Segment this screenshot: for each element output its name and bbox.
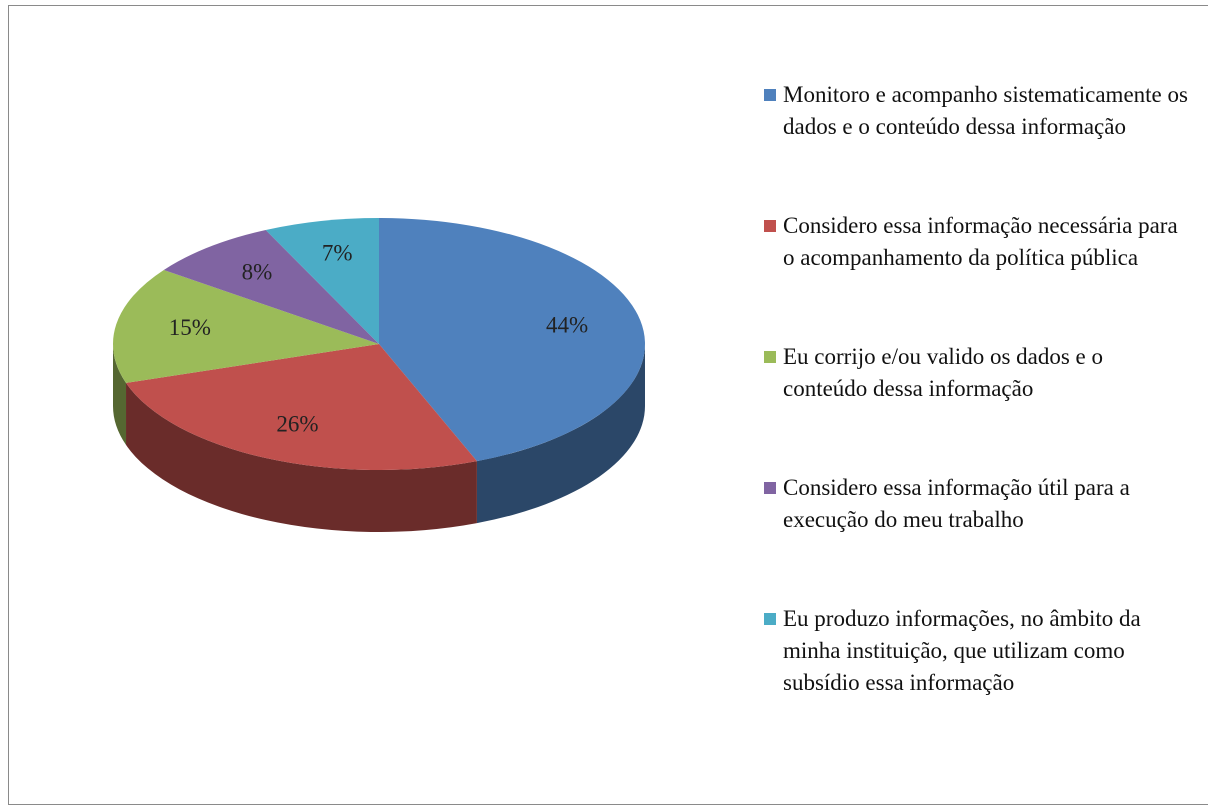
legend-label: Eu produzo informações, no âmbito da min… — [783, 606, 1141, 695]
data-label: 7% — [322, 241, 353, 266]
legend-item: Considero essa informação necessária par… — [764, 210, 1194, 274]
slice-side — [126, 382, 477, 532]
legend-item: Eu corrijo e/ou valido os dados e o cont… — [764, 341, 1194, 405]
legend-swatch — [764, 482, 776, 494]
slice-side — [476, 344, 645, 524]
slice — [126, 344, 477, 470]
data-label: 15% — [169, 315, 211, 340]
legend-swatch — [764, 89, 776, 101]
legend-label: Monitoro e acompanho sistematicamente os… — [783, 82, 1188, 139]
legend-swatch — [764, 220, 776, 232]
legend-label: Eu corrijo e/ou valido os dados e o cont… — [783, 344, 1104, 401]
legend-item: Monitoro e acompanho sistematicamente os… — [764, 79, 1194, 143]
slice — [265, 218, 379, 344]
legend-label: Considero essa informação necessária par… — [783, 213, 1178, 270]
chart: 44% 26% 15% 8% 7% — [113, 218, 645, 532]
legend-item: Considero essa informação útil para a ex… — [764, 472, 1194, 536]
legend-swatch — [764, 613, 776, 625]
data-label: 44% — [546, 312, 588, 337]
slice-side — [113, 344, 127, 445]
legend-swatch — [764, 351, 776, 363]
legend-label: Considero essa informação útil para a ex… — [783, 475, 1130, 532]
data-label: 8% — [242, 259, 273, 284]
data-label: 26% — [276, 411, 318, 436]
slice — [113, 269, 379, 383]
slice — [163, 229, 379, 344]
slice — [379, 218, 645, 462]
legend-item: Eu produzo informações, no âmbito da min… — [764, 603, 1194, 699]
